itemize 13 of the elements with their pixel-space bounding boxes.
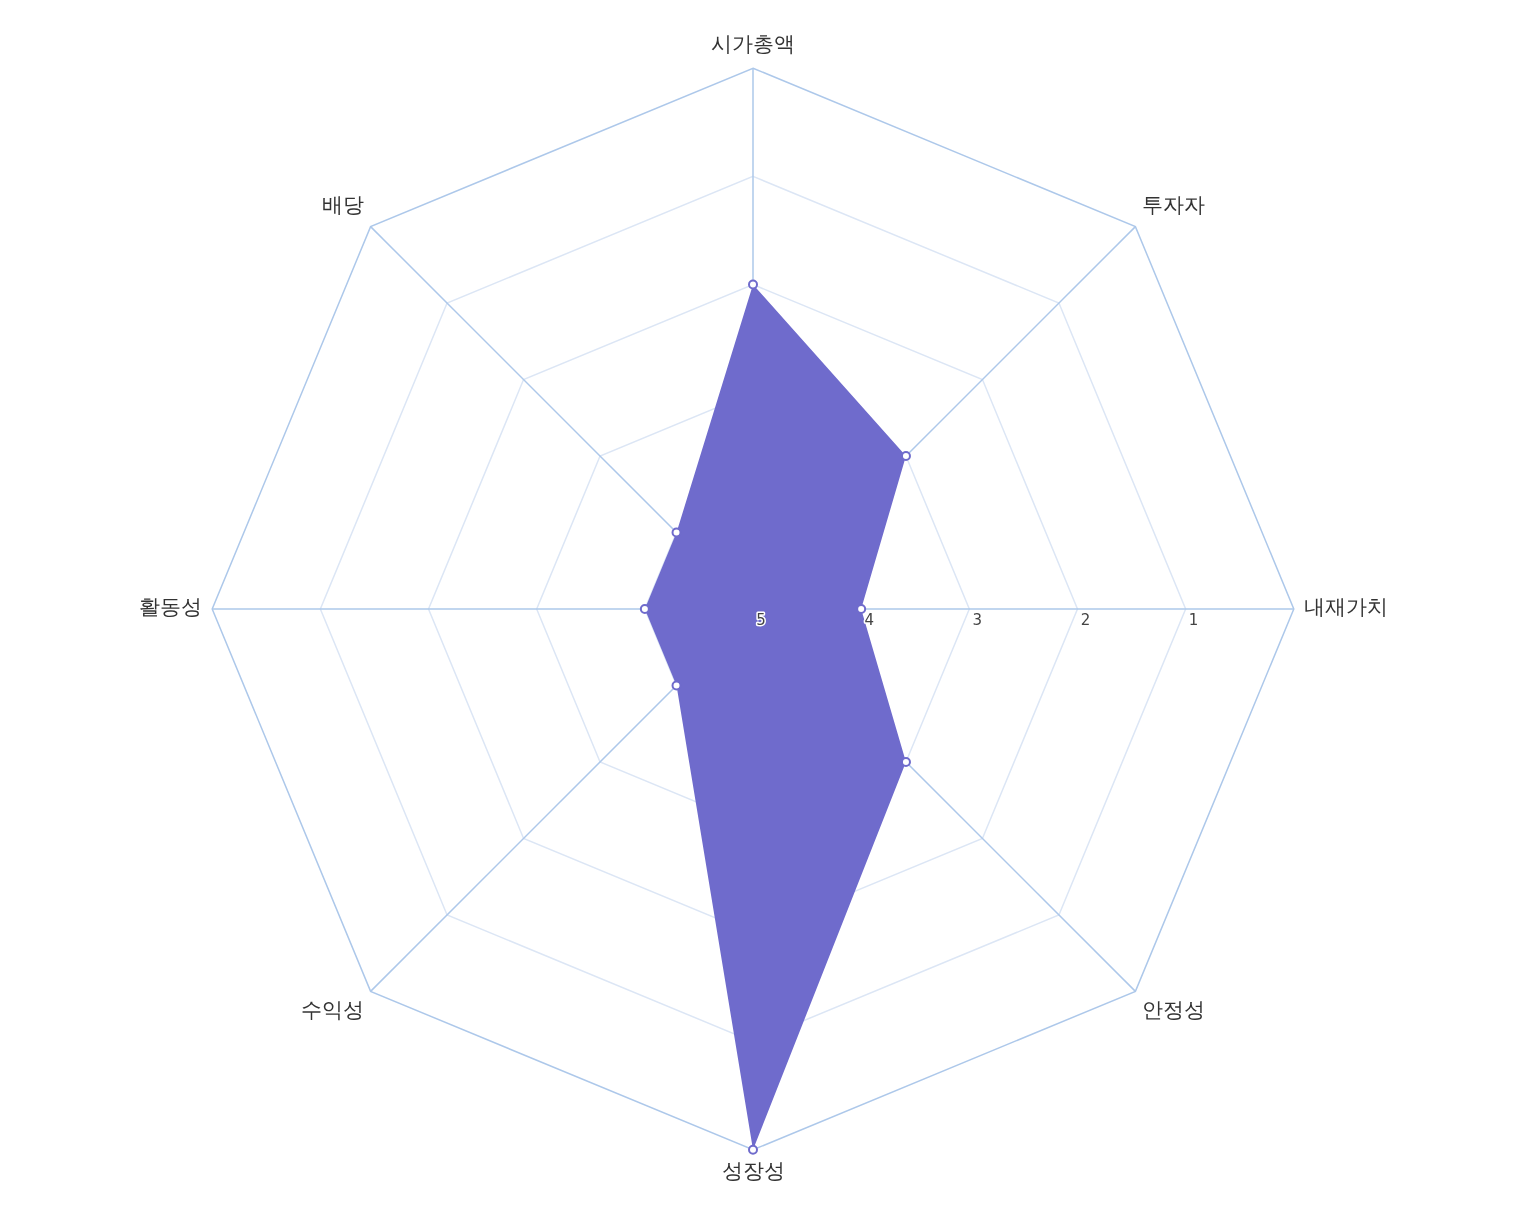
spoke-label: 안정성 bbox=[1142, 997, 1206, 1022]
spoke-label: 시가총액 bbox=[711, 32, 795, 57]
spoke-label: 활동성 bbox=[139, 595, 203, 620]
y-tick-label: 2 bbox=[1080, 610, 1091, 629]
spoke-label: 배당 bbox=[321, 193, 364, 218]
spoke-label: 내재가치 bbox=[1303, 595, 1388, 620]
spoke-label: 성장성 bbox=[721, 1158, 785, 1183]
y-tick-label: 4 bbox=[864, 610, 874, 629]
spoke-label: 투자자 bbox=[1142, 193, 1206, 218]
y-tick-label: 1 bbox=[1188, 610, 1199, 629]
spoke-label: 수익성 bbox=[300, 997, 364, 1022]
y-tick-label: 3 bbox=[972, 610, 983, 629]
y-tick-label: 5 bbox=[756, 610, 766, 629]
